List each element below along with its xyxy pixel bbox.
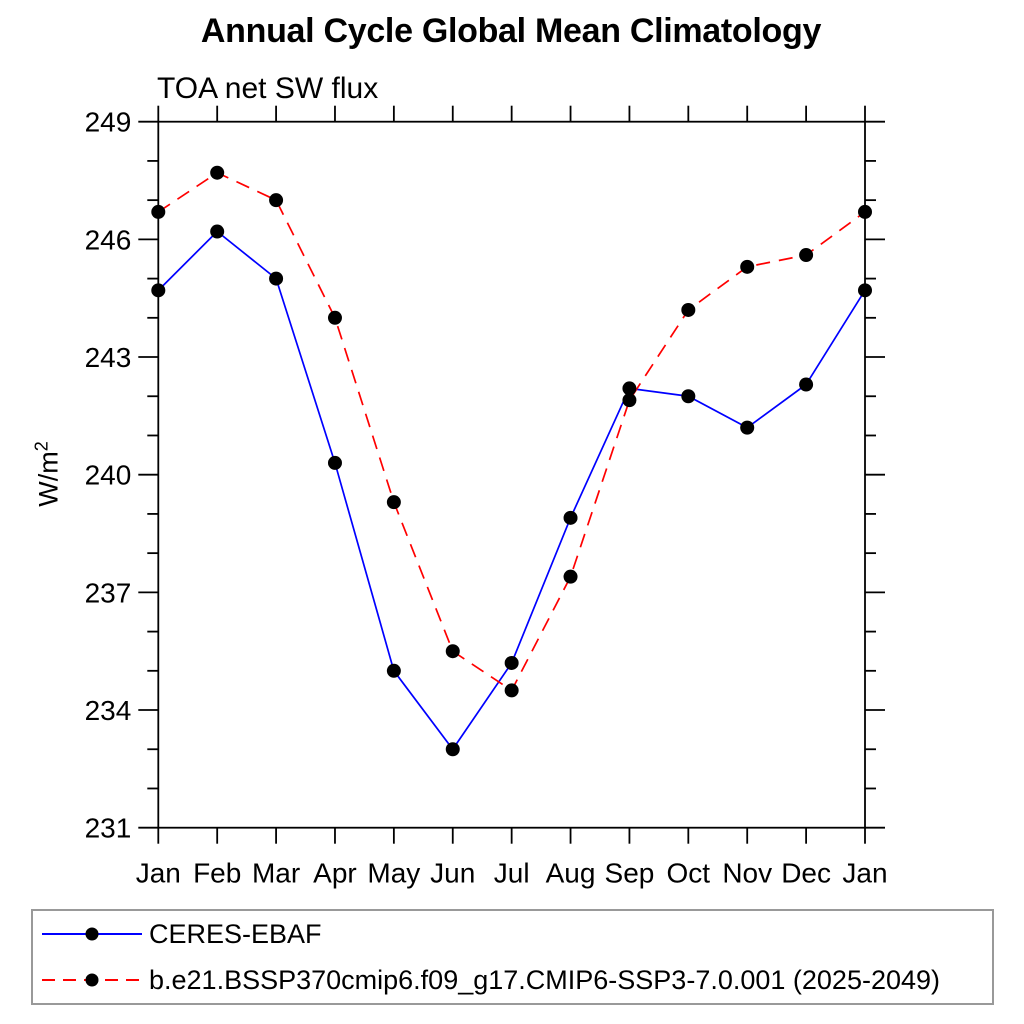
data-point-marker bbox=[269, 193, 284, 208]
legend: CERES-EBAF b.e21.BSSP370cmip6.f09_g17.CM… bbox=[31, 909, 994, 1005]
data-point-marker bbox=[386, 495, 401, 510]
x-tick-label: Jan bbox=[136, 858, 181, 889]
x-tick-label: Dec bbox=[781, 858, 831, 889]
data-point-marker bbox=[563, 510, 578, 525]
x-tick-label: Jul bbox=[494, 858, 530, 889]
y-tick-label: 240 bbox=[85, 460, 132, 491]
x-tick-label: Aug bbox=[546, 858, 596, 889]
x-tick-label: Nov bbox=[722, 858, 772, 889]
legend-label: CERES-EBAF bbox=[149, 918, 322, 949]
data-point-marker bbox=[151, 204, 166, 219]
series-line bbox=[157, 230, 866, 751]
legend-item: b.e21.BSSP370cmip6.f09_g17.CMIP6-SSP3-7.… bbox=[33, 957, 992, 1003]
chart-title: Annual Cycle Global Mean Climatology bbox=[200, 12, 822, 50]
data-point-marker bbox=[269, 271, 284, 286]
x-tick-label: Feb bbox=[193, 858, 241, 889]
y-tick-label: 234 bbox=[85, 695, 132, 726]
data-point-marker bbox=[504, 655, 519, 670]
data-point-marker bbox=[858, 204, 872, 219]
data-point-marker bbox=[858, 283, 872, 298]
data-point-marker bbox=[386, 663, 401, 678]
x-tick-label: Jun bbox=[430, 858, 475, 889]
x-tick-label: Apr bbox=[313, 858, 357, 889]
legend-marker-icon bbox=[85, 973, 99, 987]
data-point-marker bbox=[799, 377, 814, 392]
x-tick-label: Oct bbox=[667, 858, 711, 889]
data-point-marker bbox=[504, 683, 519, 698]
data-point-marker bbox=[210, 224, 225, 239]
legend-line-sample-dashed bbox=[42, 973, 142, 987]
y-tick-label: 249 bbox=[85, 107, 132, 138]
x-tick-label: Sep bbox=[605, 858, 655, 889]
chart-subtitle: TOA net SW flux bbox=[157, 72, 379, 105]
data-point-marker bbox=[740, 259, 755, 274]
plot-border bbox=[157, 120, 866, 829]
x-tick-label: May bbox=[367, 858, 420, 889]
y-tick-label: 246 bbox=[85, 224, 132, 255]
data-point-marker bbox=[799, 248, 814, 263]
data-point-marker bbox=[327, 310, 342, 325]
y-tick-label: 243 bbox=[85, 342, 132, 373]
legend-item: CERES-EBAF bbox=[33, 911, 992, 957]
data-point-marker bbox=[740, 420, 755, 435]
legend-line-sample-solid bbox=[42, 927, 142, 941]
x-tick-label: Jan bbox=[842, 858, 887, 889]
data-point-marker bbox=[210, 165, 225, 180]
legend-marker-icon bbox=[85, 927, 99, 941]
data-point-marker bbox=[622, 393, 637, 408]
data-point-marker bbox=[445, 644, 460, 659]
x-tick-label: Mar bbox=[252, 858, 300, 889]
data-point-marker bbox=[681, 389, 696, 404]
series-line bbox=[157, 171, 866, 692]
legend-label: b.e21.BSSP370cmip6.f09_g17.CMIP6-SSP3-7.… bbox=[149, 964, 941, 995]
data-point-marker bbox=[563, 569, 578, 584]
data-point-marker bbox=[151, 283, 166, 298]
data-point-marker bbox=[681, 302, 696, 317]
y-tick-label: 237 bbox=[85, 577, 132, 608]
data-point-marker bbox=[327, 455, 342, 470]
data-point-marker bbox=[445, 742, 460, 757]
data-point-marker bbox=[622, 381, 637, 396]
y-tick-label: 231 bbox=[85, 813, 132, 844]
